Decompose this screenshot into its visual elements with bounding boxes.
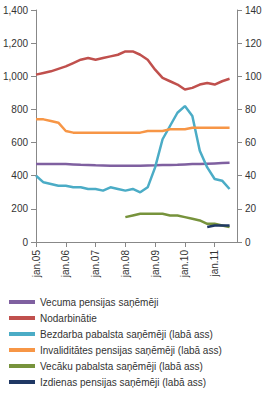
- svg-text:Izdienas pensijas saņēmēji (la: Izdienas pensijas saņēmēji (labā ass): [40, 377, 206, 388]
- svg-text:60: 60: [245, 137, 257, 148]
- svg-text:1,000: 1,000: [3, 71, 28, 82]
- svg-text:140: 140: [245, 5, 262, 16]
- svg-text:Bezdarba pabalsta saņēmēji (la: Bezdarba pabalsta saņēmēji (labā ass): [40, 329, 213, 340]
- svg-text:jan.11: jan.11: [209, 250, 220, 278]
- svg-text:jan.09: jan.09: [150, 250, 161, 279]
- svg-text:40: 40: [245, 170, 257, 181]
- svg-text:80: 80: [245, 104, 257, 115]
- svg-text:600: 600: [11, 137, 28, 148]
- svg-text:120: 120: [245, 38, 262, 49]
- svg-text:jan.07: jan.07: [90, 250, 101, 279]
- svg-text:jan.10: jan.10: [179, 250, 190, 279]
- svg-text:1,400: 1,400: [3, 5, 28, 16]
- svg-text:800: 800: [11, 104, 28, 115]
- svg-text:20: 20: [245, 203, 257, 214]
- svg-text:jan.08: jan.08: [120, 250, 131, 279]
- svg-text:Invaliditātes pensijas saņēmēj: Invaliditātes pensijas saņēmēji (labā as…: [40, 345, 222, 356]
- svg-text:jan.05: jan.05: [31, 250, 42, 279]
- svg-text:Vecuma pensijas saņēmēji: Vecuma pensijas saņēmēji: [40, 297, 158, 308]
- svg-text:1,200: 1,200: [3, 38, 28, 49]
- svg-text:Nodarbinātie: Nodarbinātie: [40, 313, 97, 324]
- svg-text:0: 0: [245, 237, 251, 248]
- svg-text:200: 200: [11, 203, 28, 214]
- svg-text:0: 0: [22, 237, 28, 248]
- svg-text:100: 100: [245, 71, 262, 82]
- svg-text:Vecāku pabalsta saņēmēji (labā: Vecāku pabalsta saņēmēji (labā ass): [40, 361, 203, 372]
- svg-text:jan.06: jan.06: [60, 250, 71, 279]
- svg-text:400: 400: [11, 170, 28, 181]
